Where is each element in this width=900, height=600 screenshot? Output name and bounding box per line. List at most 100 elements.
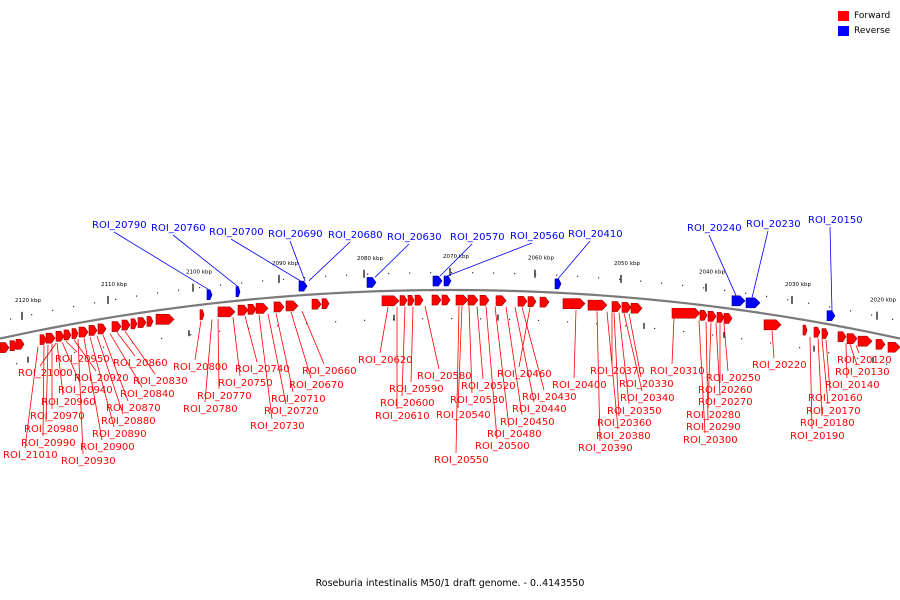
roi-label[interactable]: ROI_20380 <box>596 431 651 442</box>
roi-label[interactable]: ROI_20550 <box>434 455 489 466</box>
roi-label[interactable]: ROI_20460 <box>497 369 552 380</box>
roi-label[interactable]: ROI_20970 <box>30 411 85 422</box>
roi-label[interactable]: ROI_20450 <box>500 417 555 428</box>
minor-tick <box>808 302 810 304</box>
roi-label[interactable]: ROI_20340 <box>620 393 675 404</box>
roi-label[interactable]: ROI_20260 <box>698 385 753 396</box>
roi-label[interactable]: ROI_20660 <box>302 366 357 377</box>
roi-label[interactable]: ROI_20400 <box>552 380 607 391</box>
roi-label[interactable]: ROI_20480 <box>487 429 542 440</box>
minor-tick <box>451 318 453 320</box>
roi-label[interactable]: ROI_20350 <box>607 406 662 417</box>
roi-label[interactable]: ROI_20370 <box>590 366 645 377</box>
roi-label[interactable]: ROI_20790 <box>92 220 147 231</box>
roi-label[interactable]: ROI_20330 <box>619 379 674 390</box>
roi-connector <box>401 306 406 397</box>
roi-label[interactable]: ROI_20840 <box>120 389 175 400</box>
reverse-gene <box>298 280 308 292</box>
roi-label[interactable]: ROI_20750 <box>218 378 273 389</box>
roi-label[interactable]: ROI_20600 <box>380 398 435 409</box>
roi-label[interactable]: ROI_20730 <box>250 421 305 432</box>
backbone-line <box>0 288 900 340</box>
roi-connector <box>613 312 620 417</box>
roi-label[interactable]: ROI_20280 <box>686 410 741 421</box>
roi-label[interactable]: ROI_20670 <box>289 380 344 391</box>
roi-label[interactable]: ROI_20180 <box>800 418 855 429</box>
roi-label[interactable]: ROI_20500 <box>475 441 530 452</box>
scale-label: 2070 kbp <box>443 254 469 260</box>
roi-label[interactable]: ROI_20620 <box>358 355 413 366</box>
roi-label[interactable]: ROI_20690 <box>268 229 323 240</box>
roi-label[interactable]: ROI_20900 <box>80 442 135 453</box>
roi-label[interactable]: ROI_20720 <box>264 406 319 417</box>
roi-connector <box>751 230 769 298</box>
roi-label[interactable]: ROI_20310 <box>650 366 705 377</box>
roi-label[interactable]: ROI_20890 <box>92 429 147 440</box>
forward-gene <box>716 312 725 323</box>
roi-label[interactable]: ROI_20440 <box>512 404 567 415</box>
roi-label[interactable]: ROI_20780 <box>183 404 238 415</box>
minor-tick <box>103 346 105 348</box>
roi-label[interactable]: ROI_20140 <box>825 380 880 391</box>
roi-label[interactable]: ROI_20190 <box>790 431 845 442</box>
roi-label[interactable]: ROI_20570 <box>450 232 505 243</box>
roi-label[interactable]: ROI_20430 <box>522 392 577 403</box>
roi-label[interactable]: ROI_20530 <box>450 395 505 406</box>
roi-label[interactable]: ROI_21000 <box>18 368 73 379</box>
roi-label[interactable]: ROI_20870 <box>106 403 161 414</box>
roi-label[interactable]: ROI_20700 <box>209 227 264 238</box>
roi-label[interactable]: ROI_20860 <box>113 358 168 369</box>
roi-connector <box>244 315 258 363</box>
roi-label[interactable]: ROI_20680 <box>328 230 383 241</box>
roi-label[interactable]: ROI_20930 <box>61 456 116 467</box>
forward-gene <box>539 296 550 308</box>
roi-label[interactable]: ROI_20590 <box>389 384 444 395</box>
minor-tick <box>724 289 726 292</box>
roi-label[interactable]: ROI_20240 <box>687 223 742 234</box>
roi-label[interactable]: ROI_20170 <box>806 406 861 417</box>
roi-connector <box>849 344 858 366</box>
roi-label[interactable]: ROI_20520 <box>461 381 516 392</box>
roi-label[interactable]: ROI_20980 <box>24 424 79 435</box>
roi-connector <box>96 335 124 415</box>
roi-label[interactable]: ROI_20160 <box>808 393 863 404</box>
minor-tick <box>538 319 540 322</box>
roi-label[interactable]: ROI_20250 <box>706 373 761 384</box>
roi-label[interactable]: ROI_20960 <box>41 397 96 408</box>
roi-label[interactable]: ROI_20940 <box>58 385 113 396</box>
roi-label[interactable]: ROI_20220 <box>752 360 807 371</box>
roi-label[interactable]: ROI_20390 <box>578 443 633 454</box>
roi-label[interactable]: ROI_20990 <box>21 438 76 449</box>
roi-label[interactable]: ROI_20710 <box>271 394 326 405</box>
roi-label[interactable]: ROI_20130 <box>835 367 890 378</box>
roi-connector <box>61 341 81 384</box>
roi-label[interactable]: ROI_21010 <box>3 450 58 461</box>
roi-label[interactable]: ROI_20830 <box>133 376 188 387</box>
roi-connector <box>845 343 848 379</box>
roi-label[interactable]: ROI_20290 <box>686 422 741 433</box>
roi-label[interactable]: ROI_20610 <box>375 411 430 422</box>
roi-label[interactable]: ROI_20800 <box>173 362 228 373</box>
roi-label[interactable]: ROI_20410 <box>568 229 623 240</box>
forward-gene <box>311 298 322 310</box>
roi-label[interactable]: ROI_20740 <box>235 364 290 375</box>
roi-label[interactable]: ROI_20230 <box>746 219 801 230</box>
forward-gene <box>71 328 79 339</box>
roi-label[interactable]: ROI_20630 <box>387 232 442 243</box>
roi-label[interactable]: ROI_20580 <box>417 371 472 382</box>
roi-label[interactable]: ROI_20760 <box>151 223 206 234</box>
roi-connector <box>825 339 831 392</box>
minor-tick <box>430 272 432 274</box>
roi-label[interactable]: ROI_20120 <box>837 355 892 366</box>
roi-label[interactable]: ROI_20150 <box>808 215 863 226</box>
roi-label[interactable]: ROI_20300 <box>683 435 738 446</box>
forward-gene <box>399 295 408 306</box>
scale-label: 2020 kbp <box>870 298 896 304</box>
roi-label[interactable]: ROI_20950 <box>55 354 110 365</box>
roi-label[interactable]: ROI_20560 <box>510 231 565 242</box>
roi-label[interactable]: ROI_20360 <box>597 418 652 429</box>
roi-label[interactable]: ROI_20270 <box>698 397 753 408</box>
roi-label[interactable]: ROI_20770 <box>197 391 252 402</box>
roi-label[interactable]: ROI_20880 <box>101 416 156 427</box>
roi-label[interactable]: ROI_20540 <box>436 410 491 421</box>
